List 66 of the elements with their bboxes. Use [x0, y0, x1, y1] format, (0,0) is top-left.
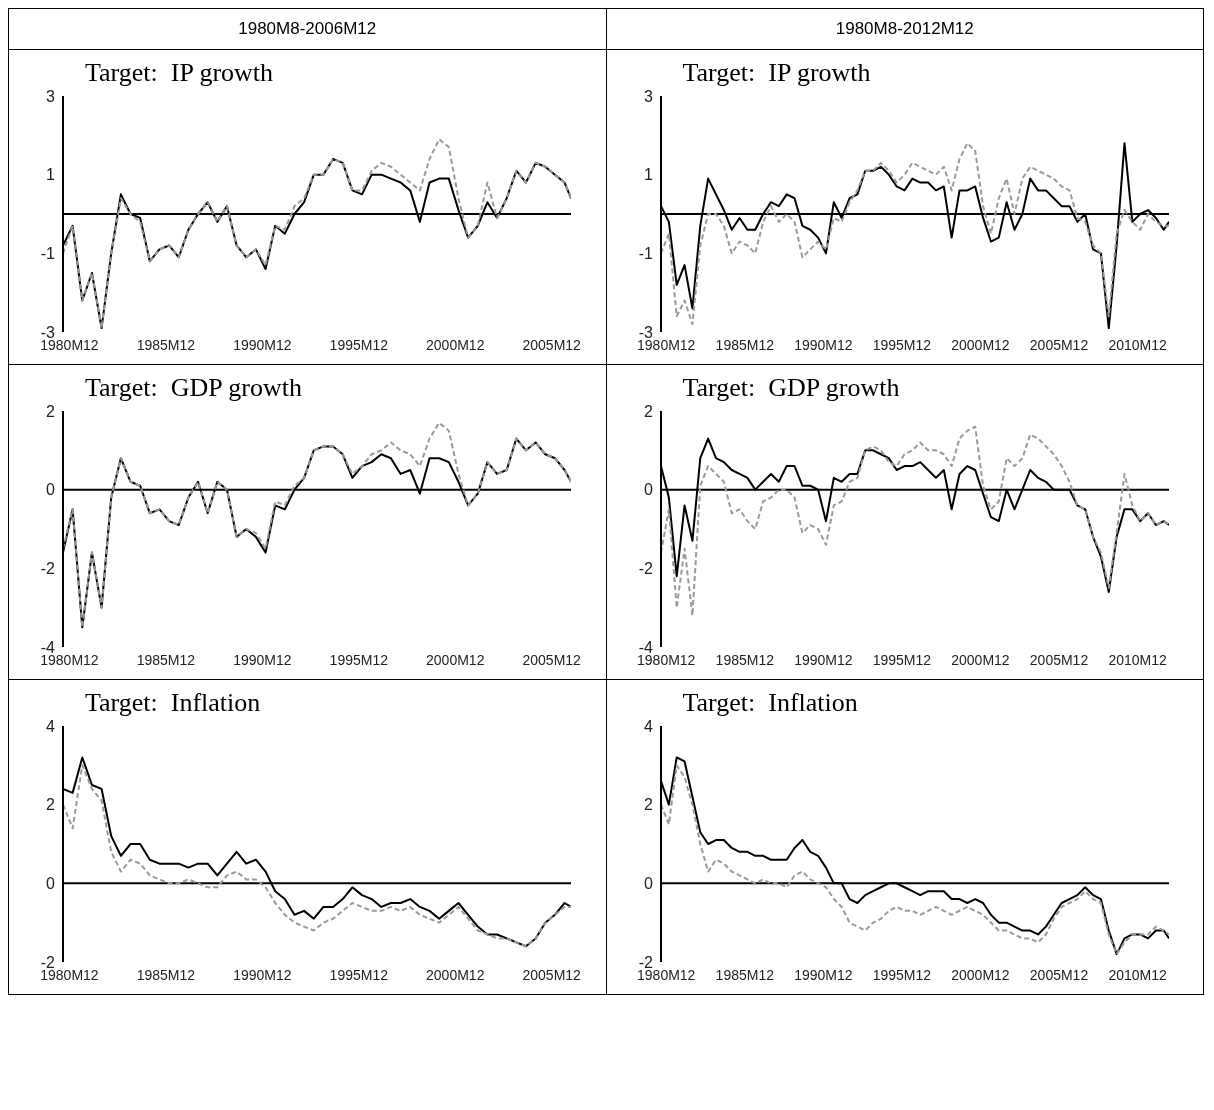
chart-title: Target: Inflation: [85, 688, 261, 718]
y-tick-label: -3: [638, 323, 653, 341]
chart-title: Target: GDP growth: [85, 373, 302, 403]
x-tick-label: 2000M12: [426, 336, 485, 353]
x-tick-label: 1995M12: [329, 336, 389, 353]
y-tick-label: 0: [46, 481, 56, 499]
y-tick-label: 4: [643, 717, 653, 735]
chart-title: Target: IP growth: [85, 58, 274, 88]
x-tick-label: 1995M12: [872, 336, 931, 353]
y-tick-label: -3: [40, 323, 56, 341]
y-tick-label: 2: [643, 402, 653, 420]
y-tick-label: 2: [46, 796, 56, 814]
y-tick-label: -1: [638, 245, 653, 263]
x-tick-label: 1990M12: [233, 336, 292, 353]
x-tick-label: 1995M12: [872, 651, 931, 668]
y-tick-label: -2: [638, 560, 653, 578]
chart-title: Target: GDP growth: [682, 373, 900, 403]
x-tick-label: 1990M12: [793, 966, 853, 983]
y-tick-label: -4: [638, 638, 653, 656]
x-tick-label: 1985M12: [136, 651, 196, 668]
y-tick-label: 0: [46, 875, 56, 893]
chart-title: Target: Inflation: [682, 688, 858, 718]
x-tick-label: 1995M12: [872, 966, 931, 983]
x-tick-label: 1990M12: [793, 651, 853, 668]
x-tick-label: 2000M12: [950, 966, 1010, 983]
y-tick-label: 3: [46, 87, 56, 105]
y-tick-label: 0: [643, 481, 653, 499]
x-tick-label: 1985M12: [136, 966, 196, 983]
y-tick-label: 1: [46, 166, 56, 184]
line-series: [660, 425, 1169, 617]
x-tick-label: 1995M12: [329, 651, 389, 668]
x-tick-label: 1990M12: [793, 336, 853, 353]
y-tick-label: 3: [643, 87, 653, 105]
x-tick-label: 2000M12: [426, 651, 485, 668]
y-tick-label: 2: [46, 402, 56, 420]
x-tick-label: 2005M12: [522, 966, 582, 983]
x-tick-label: 2005M12: [1029, 651, 1088, 668]
y-tick-label: 4: [46, 717, 56, 735]
x-tick-label: 2000M12: [950, 651, 1010, 668]
y-tick-label: -2: [40, 560, 56, 578]
x-tick-label: 1990M12: [233, 651, 292, 668]
y-tick-label: -4: [40, 638, 56, 656]
x-tick-label: 2005M12: [1029, 336, 1088, 353]
x-tick-label: 2010M12: [1107, 966, 1167, 983]
y-tick-label: 2: [643, 796, 653, 814]
x-tick-label: 2000M12: [426, 966, 485, 983]
y-tick-label: -2: [40, 953, 56, 971]
chart-subtitle: 1980M8-2012M12: [835, 19, 974, 38]
y-tick-label: 0: [643, 875, 653, 893]
x-tick-label: 1995M12: [329, 966, 389, 983]
x-tick-label: 1985M12: [715, 651, 774, 668]
x-tick-label: 2005M12: [522, 651, 582, 668]
x-tick-label: 2010M12: [1107, 336, 1167, 353]
x-tick-label: 2010M12: [1107, 651, 1167, 668]
x-tick-label: 2005M12: [522, 336, 582, 353]
x-tick-label: 2000M12: [950, 336, 1010, 353]
y-tick-label: -1: [40, 245, 56, 263]
y-tick-label: 1: [643, 166, 653, 184]
x-tick-label: 2005M12: [1029, 966, 1088, 983]
x-tick-label: 1985M12: [715, 966, 774, 983]
x-tick-label: 1990M12: [233, 966, 292, 983]
x-tick-label: 1985M12: [136, 336, 196, 353]
x-tick-label: 1985M12: [715, 336, 774, 353]
chart-title: Target: IP growth: [682, 58, 871, 88]
y-tick-label: -2: [638, 953, 653, 971]
chart-subtitle: 1980M8-2006M12: [238, 19, 377, 38]
